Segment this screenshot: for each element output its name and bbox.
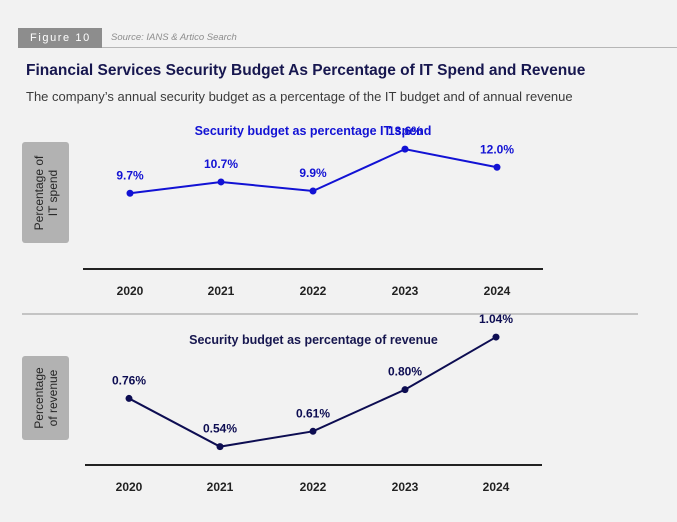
data-point-revenue	[125, 394, 133, 402]
data-point-it	[217, 178, 225, 186]
data-label-it: 10.7%	[204, 157, 238, 171]
data-label-it: 9.9%	[299, 166, 327, 180]
figure-source: Source: IANS & Artico Search	[111, 32, 237, 43]
x-tick-label-it: 2022	[300, 284, 327, 298]
figure-header: Figure 10 Source: IANS & Artico Search	[18, 28, 677, 48]
data-label-revenue: 0.76%	[112, 373, 146, 387]
x-tick-label-it: 2020	[117, 284, 144, 298]
chart-title-it: Security budget as percentage IT spend	[195, 124, 432, 138]
x-tick-label-it: 2023	[392, 284, 419, 298]
x-tick-label-it: 2021	[208, 284, 235, 298]
data-point-revenue	[309, 427, 317, 435]
data-label-revenue: 0.80%	[388, 365, 422, 379]
x-tick-label-revenue: 2021	[207, 480, 234, 494]
y-axis-label-box-it: Percentage of IT spend	[22, 142, 69, 243]
x-tick-label-it: 2024	[484, 284, 511, 298]
x-tick-label-revenue: 2022	[300, 480, 327, 494]
figure-tag: Figure 10	[18, 28, 102, 48]
page-subtitle: The company’s annual security budget as …	[26, 89, 573, 104]
data-label-revenue: 0.61%	[296, 406, 330, 420]
x-tick-label-revenue: 2020	[116, 480, 143, 494]
chart-title-revenue: Security budget as percentage of revenue	[189, 333, 438, 347]
chart-separator	[22, 313, 638, 315]
data-point-it	[126, 189, 134, 197]
data-point-revenue	[492, 333, 500, 341]
data-point-revenue	[216, 443, 224, 451]
data-point-it	[401, 145, 409, 153]
data-label-revenue: 0.54%	[203, 422, 237, 436]
data-label-it: 12.0%	[480, 142, 514, 156]
data-point-it	[309, 187, 317, 195]
page-title: Financial Services Security Budget As Pe…	[26, 62, 586, 79]
data-label-it: 13.6%	[388, 124, 422, 138]
data-label-revenue: 1.04%	[479, 312, 513, 326]
data-point-revenue	[401, 386, 409, 394]
x-tick-label-revenue: 2023	[392, 480, 419, 494]
data-point-it	[493, 163, 501, 171]
data-label-it: 9.7%	[116, 168, 144, 182]
x-tick-label-revenue: 2024	[483, 480, 510, 494]
y-axis-label-box-revenue: Percentage of revenue	[22, 356, 69, 440]
